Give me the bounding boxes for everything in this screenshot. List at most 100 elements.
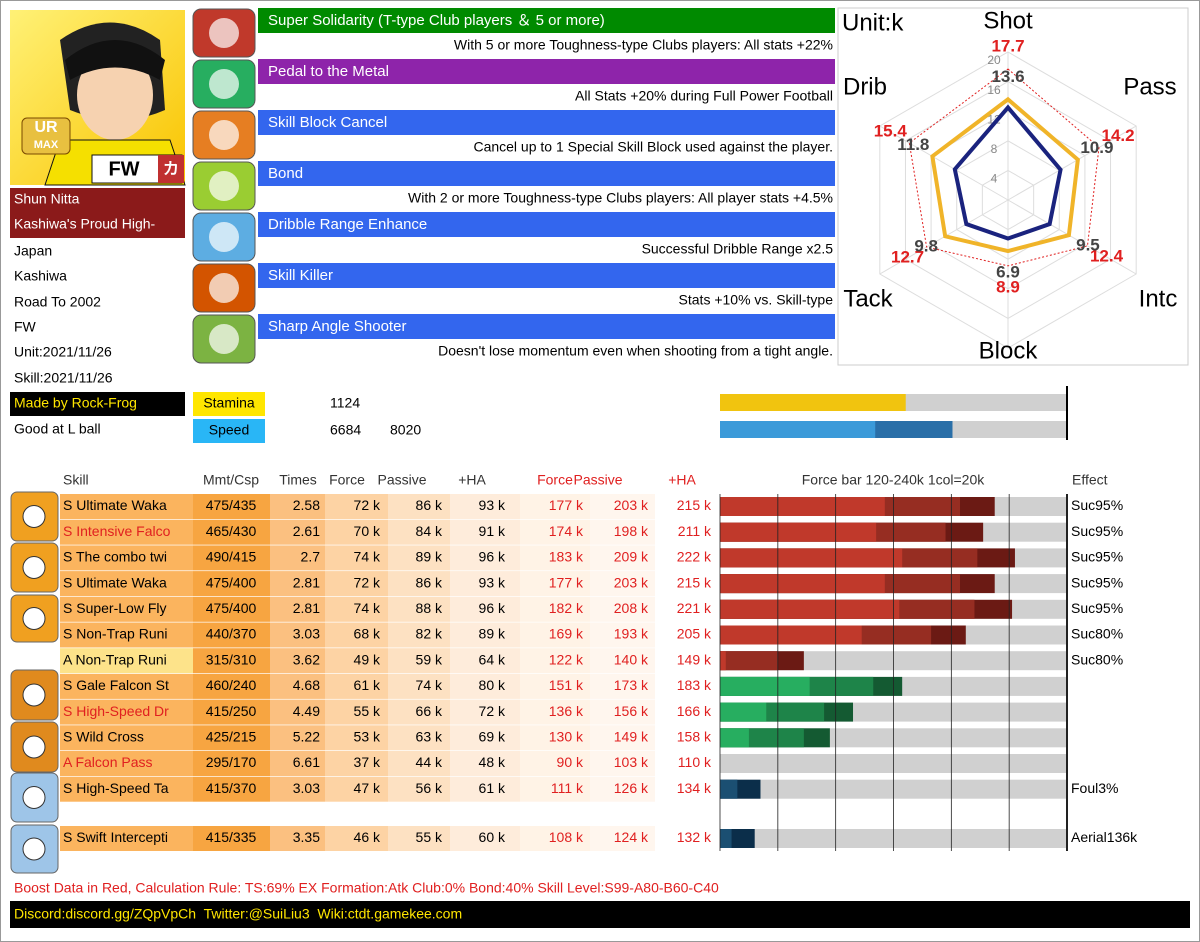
skill-base: 47 k bbox=[354, 780, 381, 796]
skill-boost: 169 k bbox=[549, 626, 584, 642]
skill-boost: 203 k bbox=[614, 574, 649, 590]
skill-times: 6.61 bbox=[293, 754, 320, 770]
table-cell-bg bbox=[388, 648, 450, 674]
skill-base: 56 k bbox=[416, 780, 443, 796]
skill-base: 49 k bbox=[354, 651, 381, 667]
table-cell-bg bbox=[388, 545, 450, 571]
skill-name: S Non-Trap Runi bbox=[63, 626, 168, 642]
skill-base: 96 k bbox=[479, 549, 506, 565]
passive-icon-glyph bbox=[209, 171, 239, 201]
table-cell-bg bbox=[520, 622, 590, 648]
radar-axis-label: Drib bbox=[843, 73, 887, 100]
table-cell-bg bbox=[325, 545, 388, 571]
profile-nation: Japan bbox=[14, 243, 52, 259]
skill-base: 69 k bbox=[479, 729, 506, 745]
skill-mmt: 415/335 bbox=[206, 829, 257, 845]
portrait-position: FW bbox=[108, 158, 139, 180]
passive-desc: With 5 or more Toughness-type Clubs play… bbox=[454, 37, 833, 53]
table-cell-bg bbox=[193, 648, 270, 674]
radar-value-label: 15.4 bbox=[874, 122, 908, 141]
skill-boost: 209 k bbox=[614, 549, 649, 565]
skill-mmt: 460/240 bbox=[206, 677, 257, 693]
profile-skill-date: Skill:2021/11/26 bbox=[14, 370, 113, 386]
skill-name: A Falcon Pass bbox=[63, 754, 153, 770]
skill-effect: Foul3% bbox=[1071, 780, 1118, 796]
skill-base: 60 k bbox=[479, 829, 506, 845]
passive-desc: All Stats +20% during Full Power Footbal… bbox=[575, 88, 833, 104]
table-cell-bg bbox=[193, 751, 270, 776]
radar-series bbox=[930, 96, 1080, 254]
stamina-label: Stamina bbox=[203, 395, 255, 411]
skill-times: 2.61 bbox=[293, 523, 320, 539]
skill-name: S Swift Intercepti bbox=[63, 829, 168, 845]
skill-name-cell bbox=[60, 571, 193, 597]
skill-boost: 122 k bbox=[549, 651, 584, 667]
skill-base: 86 k bbox=[416, 497, 443, 513]
skill-base: 72 k bbox=[479, 703, 506, 719]
table-cell-bg bbox=[325, 596, 388, 622]
skill-boost: 136 k bbox=[549, 703, 584, 719]
table-cell-bg bbox=[450, 826, 520, 851]
table-header: Force bbox=[329, 472, 365, 488]
table-cell-bg bbox=[450, 571, 520, 597]
skill-base: 63 k bbox=[416, 729, 443, 745]
table-cell-bg bbox=[590, 776, 655, 802]
skill-mmt: 475/435 bbox=[206, 497, 257, 513]
passive-icon-glyph bbox=[209, 120, 239, 150]
footer-links: Discord:discord.gg/ZQpVpCh Twitter:@SuiL… bbox=[14, 906, 462, 922]
skill-boost: 140 k bbox=[614, 651, 649, 667]
skill-icon-glyph bbox=[22, 786, 46, 809]
table-cell-bg bbox=[450, 751, 520, 776]
radar-value-label: 17.7 bbox=[991, 37, 1024, 56]
table-cell-bg bbox=[193, 673, 270, 699]
skill-boost: 198 k bbox=[614, 523, 649, 539]
force-bar bbox=[720, 651, 726, 671]
table-cell-bg bbox=[520, 826, 590, 851]
skill-boost: 158 k bbox=[677, 729, 712, 745]
force-bars bbox=[720, 497, 1067, 848]
skill-base: 61 k bbox=[479, 780, 506, 796]
radar-axis-label: Tack bbox=[843, 285, 893, 312]
profile-unit-date: Unit:2021/11/26 bbox=[14, 344, 112, 360]
radar-tick-label: 4 bbox=[991, 172, 998, 186]
radar-series bbox=[952, 104, 1063, 241]
table-cell-bg bbox=[270, 494, 325, 519]
table-cell-bg bbox=[388, 725, 450, 751]
skill-name-cell bbox=[60, 648, 193, 674]
skill-times: 2.81 bbox=[293, 600, 320, 616]
skill-name: S Gale Falcon St bbox=[63, 677, 169, 693]
radar-axis-label: Shot bbox=[983, 7, 1033, 34]
skill-icon-glyph bbox=[22, 607, 46, 630]
passive-header bbox=[258, 59, 835, 84]
skill-name: S Intensive Falco bbox=[63, 523, 171, 539]
skill-boost: 205 k bbox=[677, 626, 712, 642]
passive-name: Pedal to the Metal bbox=[268, 63, 389, 80]
table-cell-bg bbox=[325, 776, 388, 802]
table-cell-bg bbox=[325, 519, 388, 545]
skill-base: 61 k bbox=[354, 677, 381, 693]
skill-mmt: 440/370 bbox=[206, 626, 257, 642]
skill-times: 4.68 bbox=[293, 677, 320, 693]
rarity: UR bbox=[34, 119, 58, 136]
radar-spoke bbox=[1007, 125, 1137, 201]
force-bar bbox=[720, 829, 732, 848]
skill-boost: 108 k bbox=[549, 829, 584, 845]
table-cell-bg bbox=[193, 622, 270, 648]
footer-note: Boost Data in Red, Calculation Rule: TS:… bbox=[14, 880, 719, 896]
radar-spoke bbox=[879, 125, 1009, 201]
portrait bbox=[10, 10, 186, 186]
stamina-label-box bbox=[193, 392, 265, 416]
skill-base: 82 k bbox=[416, 626, 443, 642]
skill-boost: 132 k bbox=[677, 829, 712, 845]
skill-name: S Super-Low Fly bbox=[63, 600, 166, 616]
skill-boost: 174 k bbox=[549, 523, 584, 539]
skill-effect: Suc95% bbox=[1071, 497, 1123, 513]
skill-boost: 221 k bbox=[677, 600, 712, 616]
table-cell-bg bbox=[590, 751, 655, 776]
skill-boost: 149 k bbox=[614, 729, 649, 745]
skill-boost: 151 k bbox=[549, 677, 584, 693]
skill-boost: 215 k bbox=[677, 497, 712, 513]
force-bar bbox=[720, 702, 767, 722]
table-cell-bg bbox=[325, 826, 388, 851]
radar-tick-label: 16 bbox=[987, 83, 1001, 97]
